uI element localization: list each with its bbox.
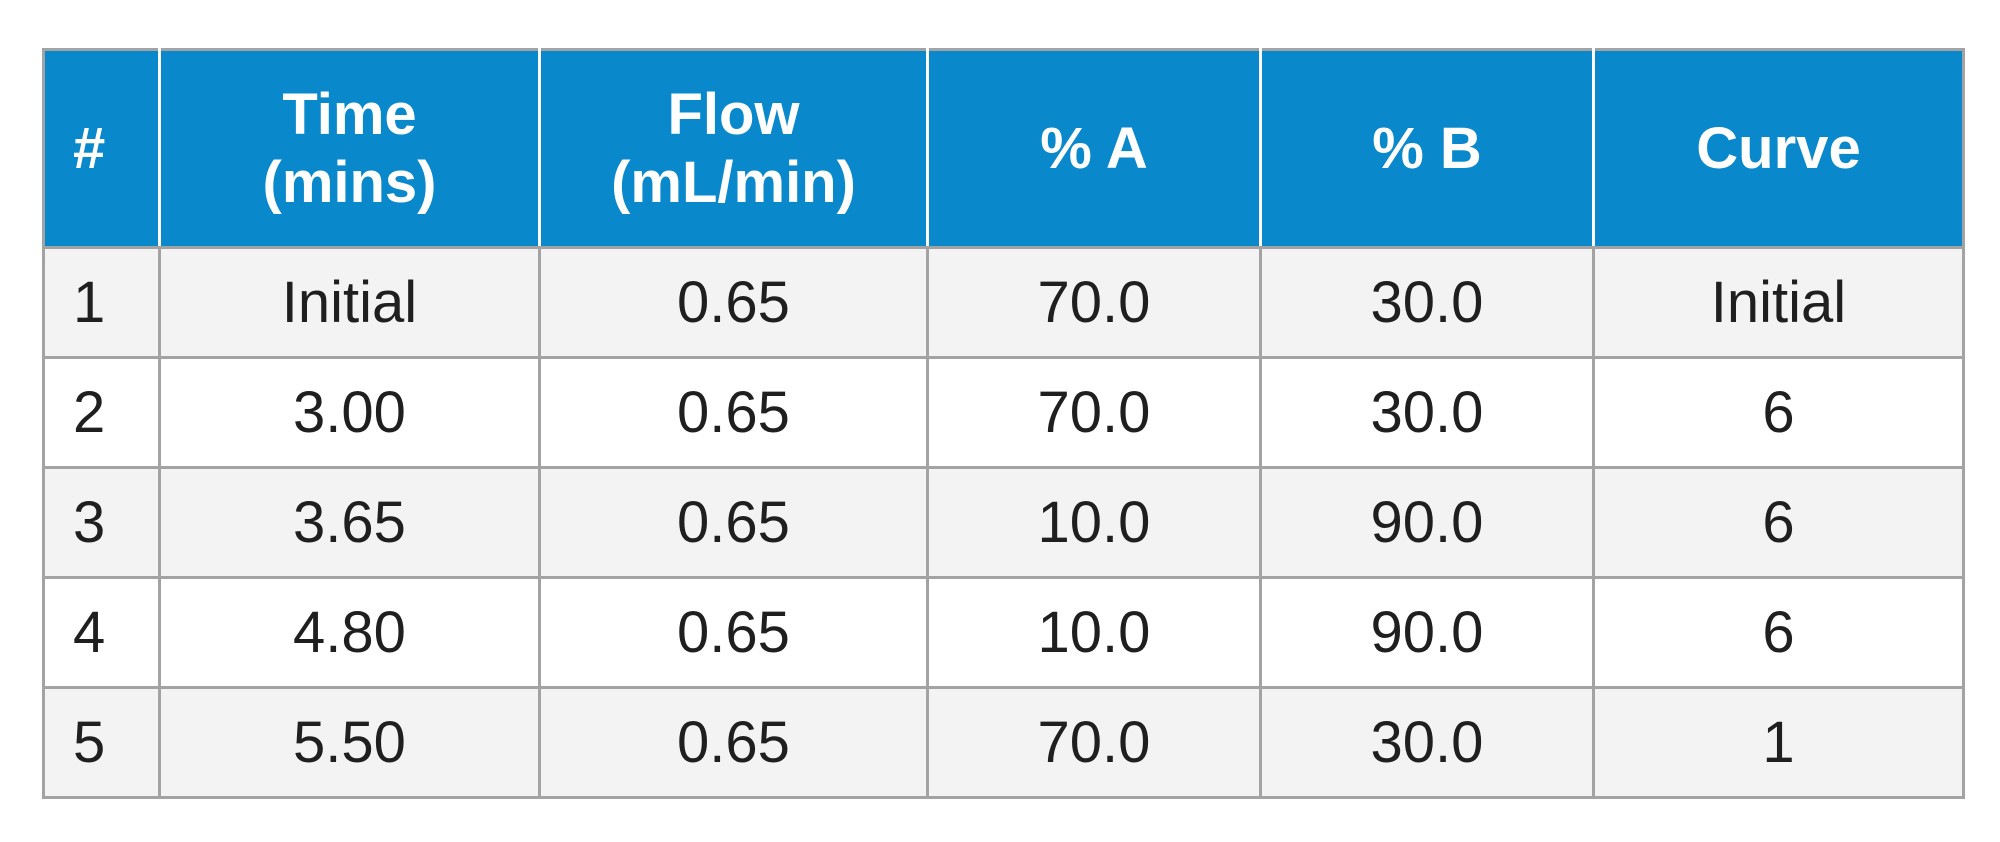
cell-percent-b: 30.0 — [1259, 246, 1595, 359]
cell-percent-b: 90.0 — [1259, 576, 1595, 689]
cell-curve: 1 — [1592, 686, 1965, 799]
column-header-unit: (mins) — [262, 149, 437, 215]
cell-step-number: 4 — [42, 576, 161, 689]
table-row: 5 5.50 0.65 70.0 30.0 1 — [42, 686, 1965, 799]
gradient-table: # Time (mins) Flow (mL/min) % A % B Curv — [42, 48, 1965, 799]
cell-flow: 0.65 — [538, 246, 929, 359]
cell-curve: Initial — [1592, 246, 1965, 359]
cell-time: 3.00 — [158, 356, 541, 469]
cell-step-number: 1 — [42, 246, 161, 359]
table-body: 1 Initial 0.65 70.0 30.0 Initial 2 3.00 … — [42, 246, 1965, 799]
table-row: 3 3.65 0.65 10.0 90.0 6 — [42, 466, 1965, 579]
column-header-label: Time — [282, 81, 417, 147]
cell-flow: 0.65 — [538, 576, 929, 689]
cell-flow: 0.65 — [538, 356, 929, 469]
table-row: 1 Initial 0.65 70.0 30.0 Initial — [42, 246, 1965, 359]
column-header-label: % B — [1372, 115, 1482, 181]
cell-time: 4.80 — [158, 576, 541, 689]
column-header-curve: Curve — [1592, 48, 1965, 249]
column-header-label: Curve — [1696, 115, 1861, 181]
cell-flow: 0.65 — [538, 466, 929, 579]
column-header-label: % A — [1040, 115, 1148, 181]
cell-percent-a: 70.0 — [926, 686, 1262, 799]
column-header-percent-a: % A — [926, 48, 1262, 249]
column-header-unit: (mL/min) — [611, 149, 856, 215]
cell-time: 3.65 — [158, 466, 541, 579]
cell-curve: 6 — [1592, 356, 1965, 469]
cell-percent-a: 70.0 — [926, 246, 1262, 359]
cell-time: Initial — [158, 246, 541, 359]
cell-flow: 0.65 — [538, 686, 929, 799]
column-header-flow: Flow (mL/min) — [538, 48, 929, 249]
column-header-percent-b: % B — [1259, 48, 1595, 249]
cell-percent-a: 70.0 — [926, 356, 1262, 469]
column-header-label: # — [73, 115, 106, 181]
table-row: 4 4.80 0.65 10.0 90.0 6 — [42, 576, 1965, 689]
cell-step-number: 2 — [42, 356, 161, 469]
table-header: # Time (mins) Flow (mL/min) % A % B Curv — [42, 48, 1965, 249]
column-header-time: Time (mins) — [158, 48, 541, 249]
cell-step-number: 3 — [42, 466, 161, 579]
gradient-table-container: # Time (mins) Flow (mL/min) % A % B Curv — [42, 48, 1965, 799]
header-row: # Time (mins) Flow (mL/min) % A % B Curv — [42, 48, 1965, 249]
cell-percent-a: 10.0 — [926, 466, 1262, 579]
table-row: 2 3.00 0.65 70.0 30.0 6 — [42, 356, 1965, 469]
cell-percent-a: 10.0 — [926, 576, 1262, 689]
cell-percent-b: 30.0 — [1259, 686, 1595, 799]
cell-step-number: 5 — [42, 686, 161, 799]
column-header-label: Flow — [667, 81, 800, 147]
cell-percent-b: 90.0 — [1259, 466, 1595, 579]
cell-percent-b: 30.0 — [1259, 356, 1595, 469]
cell-curve: 6 — [1592, 466, 1965, 579]
cell-time: 5.50 — [158, 686, 541, 799]
cell-curve: 6 — [1592, 576, 1965, 689]
column-header-number: # — [42, 48, 161, 249]
